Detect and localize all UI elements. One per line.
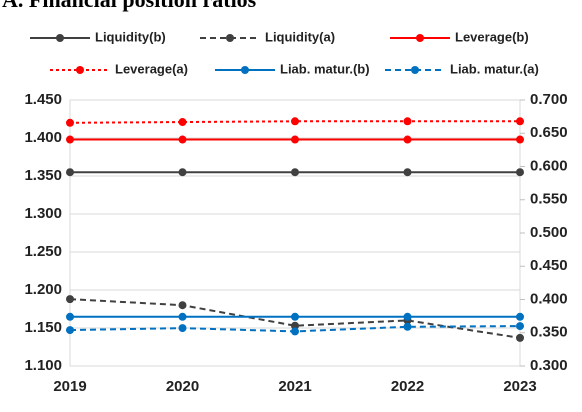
data-point bbox=[291, 117, 299, 126]
x-tick-label: 2019 bbox=[53, 378, 86, 395]
data-point bbox=[178, 135, 187, 144]
data-point bbox=[291, 135, 299, 144]
y2-tick-label: 0.400 bbox=[530, 290, 568, 307]
legend-marker bbox=[416, 34, 424, 42]
data-point bbox=[516, 135, 524, 144]
legend-marker bbox=[76, 66, 84, 74]
data-point bbox=[178, 324, 187, 333]
y-tick-label: 1.250 bbox=[24, 243, 62, 260]
data-point bbox=[516, 333, 524, 342]
data-point bbox=[178, 168, 187, 177]
legend-label: Liab. matur.(a) bbox=[450, 61, 539, 76]
y2-tick-label: 0.300 bbox=[530, 357, 568, 374]
data-point bbox=[178, 118, 187, 127]
legend-label: Liquidity(b) bbox=[95, 29, 166, 44]
data-point bbox=[66, 326, 74, 335]
legend-marker bbox=[411, 66, 419, 74]
y2-tick-label: 0.600 bbox=[530, 157, 568, 174]
y2-tick-label: 0.550 bbox=[530, 191, 568, 208]
data-point bbox=[291, 312, 299, 321]
y2-tick-label: 0.650 bbox=[530, 124, 568, 141]
data-point bbox=[403, 135, 412, 144]
legend-label: Liab. matur.(b) bbox=[280, 61, 370, 76]
legend-label: Leverage(b) bbox=[455, 29, 529, 44]
legend-marker bbox=[241, 66, 249, 74]
legend-label: Leverage(a) bbox=[115, 61, 188, 76]
y2-tick-label: 0.500 bbox=[530, 224, 568, 241]
y-tick-label: 1.400 bbox=[24, 129, 62, 146]
y-tick-label: 1.450 bbox=[24, 91, 62, 108]
data-point bbox=[403, 312, 412, 321]
chart-title: A. Financial position ratios bbox=[2, 0, 257, 12]
x-tick-label: 2021 bbox=[278, 378, 311, 395]
y2-tick-label: 0.700 bbox=[530, 91, 568, 108]
data-point bbox=[66, 168, 74, 177]
data-point bbox=[66, 135, 74, 144]
data-point bbox=[66, 295, 74, 304]
data-point bbox=[291, 321, 299, 330]
series-line bbox=[69, 298, 521, 339]
data-point bbox=[291, 327, 299, 336]
legend-marker bbox=[56, 34, 64, 42]
x-tick-label: 2023 bbox=[503, 378, 536, 395]
data-point bbox=[403, 168, 412, 177]
y-tick-label: 1.150 bbox=[24, 319, 62, 336]
data-point bbox=[403, 117, 412, 126]
data-point bbox=[516, 117, 524, 126]
data-point bbox=[178, 312, 187, 321]
y-tick-label: 1.350 bbox=[24, 167, 62, 184]
y-tick-label: 1.100 bbox=[24, 357, 62, 374]
legend-label: Liquidity(a) bbox=[265, 29, 335, 44]
y-tick-label: 1.200 bbox=[24, 281, 62, 298]
y2-tick-label: 0.350 bbox=[530, 324, 568, 341]
data-point bbox=[516, 312, 524, 321]
data-point bbox=[178, 301, 187, 310]
data-point bbox=[66, 312, 74, 321]
y2-tick-label: 0.450 bbox=[530, 257, 568, 274]
legend-marker bbox=[226, 34, 234, 42]
data-point bbox=[516, 322, 524, 331]
data-point bbox=[291, 168, 299, 177]
x-tick-label: 2022 bbox=[391, 378, 424, 395]
data-point bbox=[66, 118, 74, 127]
y-tick-label: 1.300 bbox=[24, 205, 62, 222]
data-point bbox=[516, 168, 524, 177]
x-tick-label: 2020 bbox=[166, 378, 199, 395]
data-point bbox=[403, 322, 412, 331]
